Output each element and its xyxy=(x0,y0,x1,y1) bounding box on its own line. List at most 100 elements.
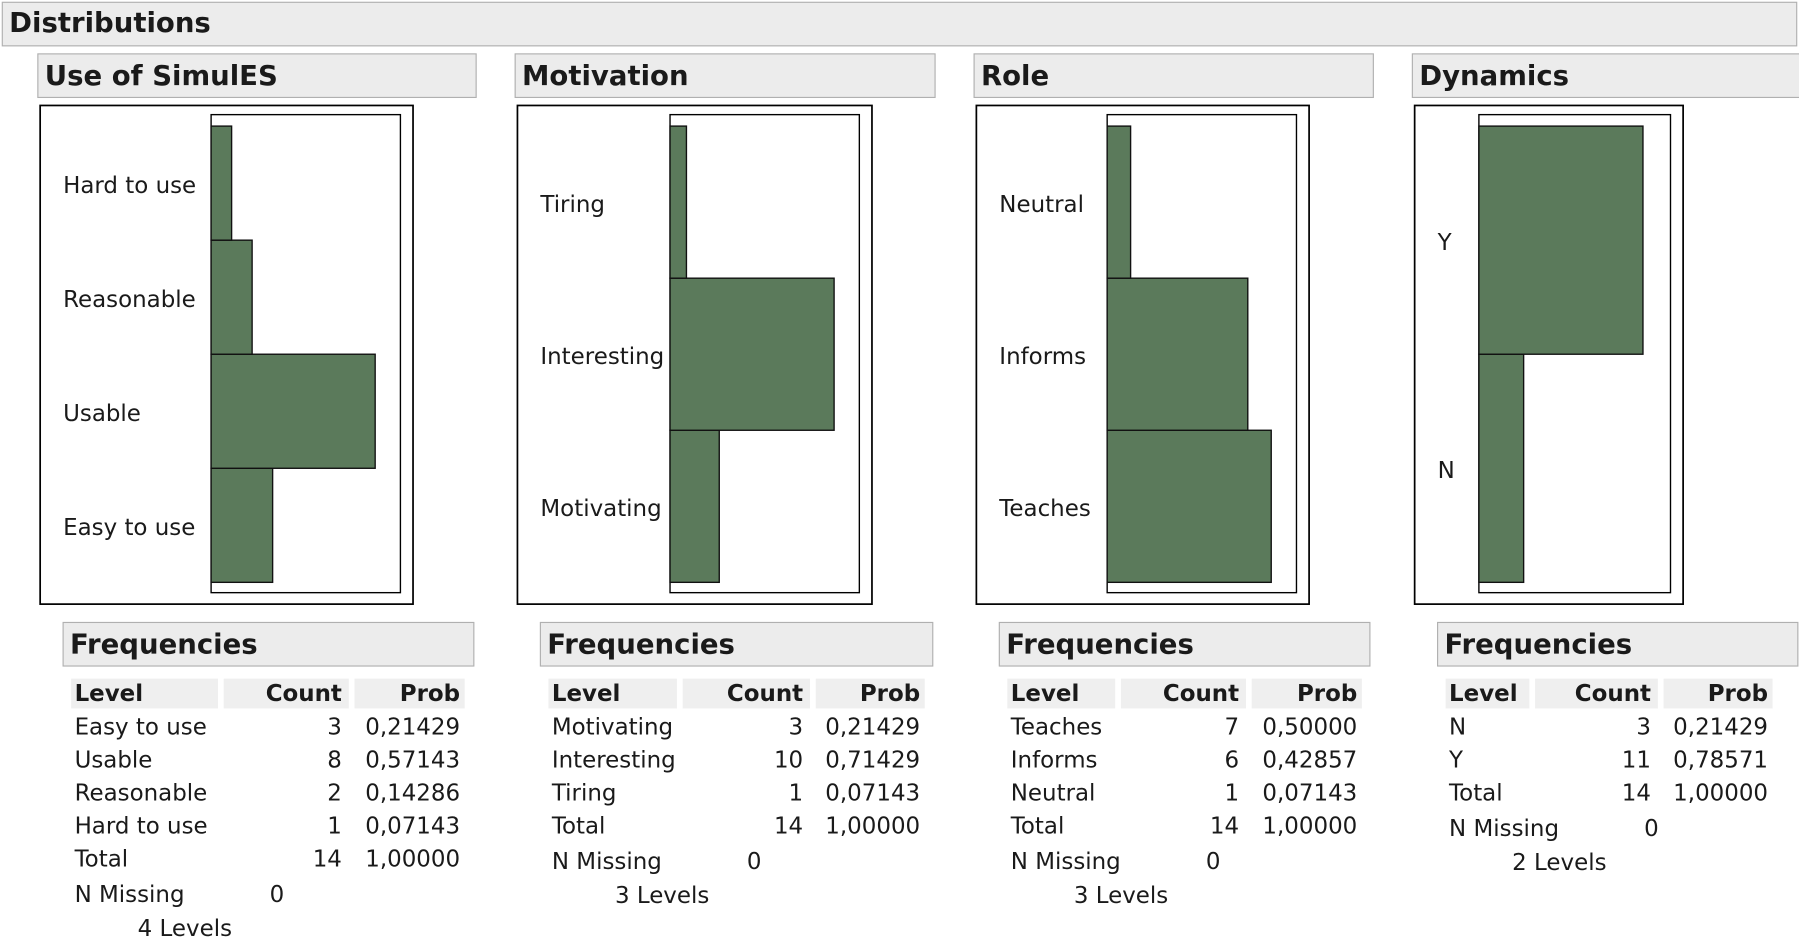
panel-title: Dynamics xyxy=(1419,60,1569,92)
level-cell: Hard to use xyxy=(75,813,208,839)
category-label: Hard to use xyxy=(63,173,196,199)
prob-cell: 0,07143 xyxy=(1262,780,1357,806)
level-cell: Easy to use xyxy=(75,714,207,740)
panel-title: Role xyxy=(981,60,1049,92)
column-header: Prob xyxy=(400,681,460,707)
column-header-bg xyxy=(223,678,349,709)
category-label: Easy to use xyxy=(63,515,195,541)
missing-count: 0 xyxy=(270,882,285,908)
column-header-bg xyxy=(71,678,218,709)
column-header: Count xyxy=(1575,681,1651,707)
count-cell: 1 xyxy=(789,780,804,806)
prob-cell: 0,07143 xyxy=(825,780,920,806)
missing-count: 0 xyxy=(1206,849,1221,875)
column-header: Level xyxy=(1011,681,1080,707)
column-header: Level xyxy=(75,681,144,707)
table-title: Frequencies xyxy=(1444,628,1632,660)
levels-note: 2 Levels xyxy=(1512,850,1606,876)
table-header xyxy=(539,621,934,667)
report-header xyxy=(1,1,1798,47)
table-header xyxy=(62,621,475,667)
bar xyxy=(669,125,688,279)
count-cell: 7 xyxy=(1225,714,1240,740)
prob-cell: 0,78571 xyxy=(1673,747,1768,773)
category-label: Tiring xyxy=(539,192,605,218)
category-label: Y xyxy=(1437,230,1453,256)
bar xyxy=(210,239,253,355)
levels-note: 3 Levels xyxy=(1074,883,1168,909)
bar xyxy=(210,467,274,584)
prob-cell: 0,14286 xyxy=(365,780,460,806)
category-label: Teaches xyxy=(998,496,1090,522)
column-header: Prob xyxy=(1297,681,1357,707)
column-header-bg xyxy=(1007,678,1116,709)
level-cell: Y xyxy=(1448,747,1464,773)
category-label: Motivating xyxy=(540,496,661,522)
category-label: Neutral xyxy=(999,192,1084,218)
level-cell: Teaches xyxy=(1010,714,1102,740)
total-count: 14 xyxy=(313,846,342,872)
prob-cell: 0,42857 xyxy=(1262,747,1357,773)
column-header: Count xyxy=(266,681,342,707)
missing-label: N Missing xyxy=(75,882,185,908)
missing-label: N Missing xyxy=(1011,849,1121,875)
bar xyxy=(1106,125,1132,279)
levels-note: 3 Levels xyxy=(615,883,709,909)
table-title: Frequencies xyxy=(547,628,735,660)
total-prob: 1,00000 xyxy=(1262,813,1357,839)
total-prob: 1,00000 xyxy=(1673,780,1768,806)
count-cell: 2 xyxy=(327,780,342,806)
missing-label: N Missing xyxy=(1449,816,1559,842)
level-cell: Usable xyxy=(75,747,153,773)
bar xyxy=(1478,125,1644,355)
total-prob: 1,00000 xyxy=(365,846,460,872)
level-cell: Informs xyxy=(1011,747,1098,773)
table-title: Frequencies xyxy=(1006,628,1194,660)
column-header: Prob xyxy=(1708,681,1768,707)
prob-cell: 0,71429 xyxy=(825,747,920,773)
total-label: Total xyxy=(551,813,606,839)
category-label: Usable xyxy=(63,401,141,427)
total-label: Total xyxy=(74,846,129,872)
column-header: Level xyxy=(552,681,621,707)
missing-count: 0 xyxy=(1644,816,1659,842)
panel-title: Motivation xyxy=(522,60,689,92)
prob-cell: 0,21429 xyxy=(1673,714,1768,740)
panel-header xyxy=(514,53,936,99)
prob-cell: 0,50000 xyxy=(1262,714,1357,740)
category-label: Informs xyxy=(999,344,1086,370)
total-label: Total xyxy=(1448,780,1503,806)
level-cell: Interesting xyxy=(552,747,676,773)
prob-cell: 0,57143 xyxy=(365,747,460,773)
total-count: 14 xyxy=(774,813,803,839)
count-cell: 10 xyxy=(774,747,803,773)
column-header: Count xyxy=(727,681,803,707)
count-cell: 1 xyxy=(327,813,342,839)
panel-header xyxy=(1411,53,1799,99)
count-cell: 11 xyxy=(1622,747,1651,773)
column-header: Count xyxy=(1163,681,1239,707)
count-cell: 6 xyxy=(1225,747,1240,773)
column-header-bg xyxy=(354,678,465,709)
bar xyxy=(210,125,233,241)
column-header-bg xyxy=(1445,678,1530,709)
category-label: Reasonable xyxy=(63,287,196,313)
category-label: Interesting xyxy=(540,344,664,370)
bar xyxy=(1106,429,1272,584)
level-cell: Reasonable xyxy=(75,780,208,806)
missing-label: N Missing xyxy=(552,849,662,875)
total-label: Total xyxy=(1010,813,1065,839)
levels-note: 4 Levels xyxy=(138,916,232,940)
panel-title: Use of SimulES xyxy=(45,60,278,92)
bar xyxy=(1478,353,1525,584)
table-header xyxy=(998,621,1371,667)
bar xyxy=(1106,277,1249,431)
column-header-bg xyxy=(815,678,925,709)
count-cell: 3 xyxy=(1636,714,1651,740)
total-count: 14 xyxy=(1622,780,1651,806)
column-header-bg xyxy=(1535,678,1658,709)
level-cell: Motivating xyxy=(552,714,673,740)
count-cell: 3 xyxy=(327,714,342,740)
